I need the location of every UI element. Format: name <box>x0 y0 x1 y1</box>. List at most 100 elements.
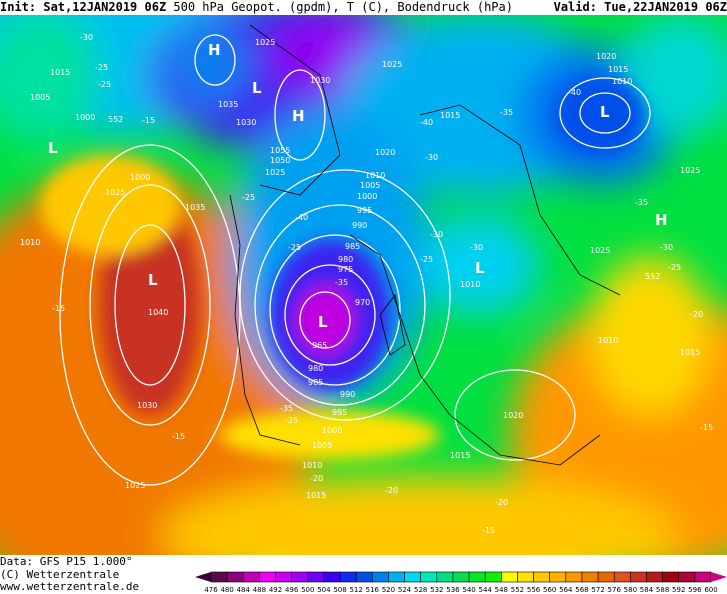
isobar-label: 1010 <box>460 280 480 289</box>
colorbar-tick-label: 532 <box>430 586 443 593</box>
colorbar-tick-label: 516 <box>366 586 380 593</box>
high-marker: L <box>148 271 158 289</box>
colorbar-tick-label: 484 <box>237 586 251 593</box>
colorbar-bin <box>259 571 276 583</box>
colorbar-bin <box>275 571 292 583</box>
coastlines <box>229 24 621 466</box>
temperature-label: -30 <box>430 230 443 239</box>
init-time: Init: Sat,12JAN2019 06Z <box>0 0 167 14</box>
colorbar-tick-label: 544 <box>479 586 493 593</box>
isobar-label: 1020 <box>503 411 523 420</box>
isobar-label: 1025 <box>255 38 275 47</box>
map-header: Init: Sat,12JAN2019 06Z 500 hPa Geopot. … <box>0 0 727 15</box>
colorbar-bin <box>210 571 228 583</box>
temperature-label: -25 <box>242 193 255 202</box>
isobar-label: 990 <box>352 221 367 230</box>
temperature-label: -20 <box>310 474 323 483</box>
isobar-label: 985 <box>308 378 323 387</box>
colorbar-tick-label: 596 <box>688 586 702 593</box>
temperature-label: -30 <box>425 153 438 162</box>
colorbar-bin <box>533 571 551 583</box>
colorbar-bin <box>355 571 373 583</box>
isobar-label: 1030 <box>310 76 330 85</box>
colorbar-tick-label: 568 <box>575 586 588 593</box>
valid-time: Valid: Tue,22JAN2019 06Z <box>553 0 727 14</box>
low-marker: L <box>48 139 58 157</box>
colorbar-tick-label: 492 <box>269 586 282 593</box>
colorbar-bin <box>484 571 502 583</box>
colorbar-bin <box>501 571 518 583</box>
low-marker: L <box>475 259 485 277</box>
isobar-label: 1035 <box>218 100 238 109</box>
isobar-labels: 1015 1005 1000 1025 1030 1035 1030 1025 … <box>20 38 700 500</box>
temperature-label: -15 <box>482 526 495 535</box>
temperature-label: -35 <box>500 108 513 117</box>
colorbar-tick-label: 564 <box>559 586 573 593</box>
isobar-label: 1020 <box>375 148 395 157</box>
temperature-label: -40 <box>420 118 433 127</box>
low-marker: L <box>600 103 610 121</box>
temperature-label: -25 <box>95 63 108 72</box>
colorbar-tick-label: 480 <box>220 586 233 593</box>
colorbar-tick-label: 576 <box>608 586 622 593</box>
colorbar-tick-label: 496 <box>285 586 299 593</box>
map-title: 500 hPa Geopot. (gpdm), T (C), Bodendruc… <box>173 0 513 14</box>
colorbar-bin <box>323 571 341 583</box>
isobar-label: 1015 <box>50 68 70 77</box>
colorbar-tick-label: 580 <box>624 586 637 593</box>
isobar-label: 1010 <box>20 238 40 247</box>
colorbar-bin <box>630 571 647 583</box>
isobar-label: 1015 <box>680 348 700 357</box>
isobar-label: 1000 <box>130 173 150 182</box>
isobar-label: 1020 <box>596 52 616 61</box>
colorbar-bin <box>226 571 244 583</box>
colorbar-tick-label: 556 <box>527 586 541 593</box>
colorbar-arrow-high <box>711 572 727 582</box>
isobar-label: 1005 <box>30 93 50 102</box>
colorbar-bin <box>549 571 567 583</box>
temperature-label: -35 <box>635 198 648 207</box>
footer: Data: GFS P15 1.000° (C) Wetterzentrale … <box>0 555 140 594</box>
colorbar-bin <box>242 571 260 583</box>
colorbar-bin <box>468 571 486 583</box>
colorbar-tick-label: 548 <box>495 586 508 593</box>
colorbar-tick-label: 524 <box>398 586 412 593</box>
isobar-label: 1025 <box>105 188 125 197</box>
temperature-label: -25 <box>288 243 301 252</box>
colorbar-tick-label: 500 <box>301 586 314 593</box>
isobar-label: 1005 <box>360 181 380 190</box>
copyright: (C) Wetterzentrale <box>0 567 120 581</box>
temperature-label: -35 <box>280 404 293 413</box>
colorbar-bin <box>420 571 438 583</box>
isobar-label: 1015 <box>306 491 326 500</box>
temperature-label: -25 <box>668 263 681 272</box>
colorbar-bin <box>339 571 357 583</box>
isobar-label: 975 <box>338 265 353 274</box>
colorbar-bin <box>371 571 389 583</box>
isobar-label: 1035 <box>185 203 205 212</box>
isobar-label: 990 <box>340 390 355 399</box>
isobar-label: 1050 <box>270 156 290 165</box>
temperature-label: -30 <box>80 33 93 42</box>
isobar-label: 1025 <box>265 168 285 177</box>
pressure-centers: H L H L L L H L L <box>48 41 668 331</box>
isobar-label: 1005 <box>312 441 332 450</box>
colorbar-tick-label: 508 <box>333 586 346 593</box>
colorbar-bin <box>565 571 583 583</box>
website-link[interactable]: www.wetterzentrale.de <box>0 580 140 593</box>
isobar-label: 1030 <box>236 118 256 127</box>
colorbar-tick-label: 476 <box>204 586 218 593</box>
isobar-label: 985 <box>345 242 360 251</box>
weather-map: H L H L L L H L L 1015 1005 1000 1025 10… <box>0 15 727 555</box>
isobar-label: 1025 <box>590 246 610 255</box>
colorbar-bin <box>662 571 680 583</box>
isobars <box>59 34 651 486</box>
colorbar-bin <box>694 571 712 583</box>
isobar-label: 1025 <box>680 166 700 175</box>
high-marker: H <box>208 41 221 59</box>
isobar-label: 1030 <box>137 401 157 410</box>
temperature-label: -20 <box>690 310 703 319</box>
temperature-label: -15 <box>142 116 155 125</box>
low-marker: L <box>318 313 328 331</box>
low-marker: L <box>252 79 262 97</box>
